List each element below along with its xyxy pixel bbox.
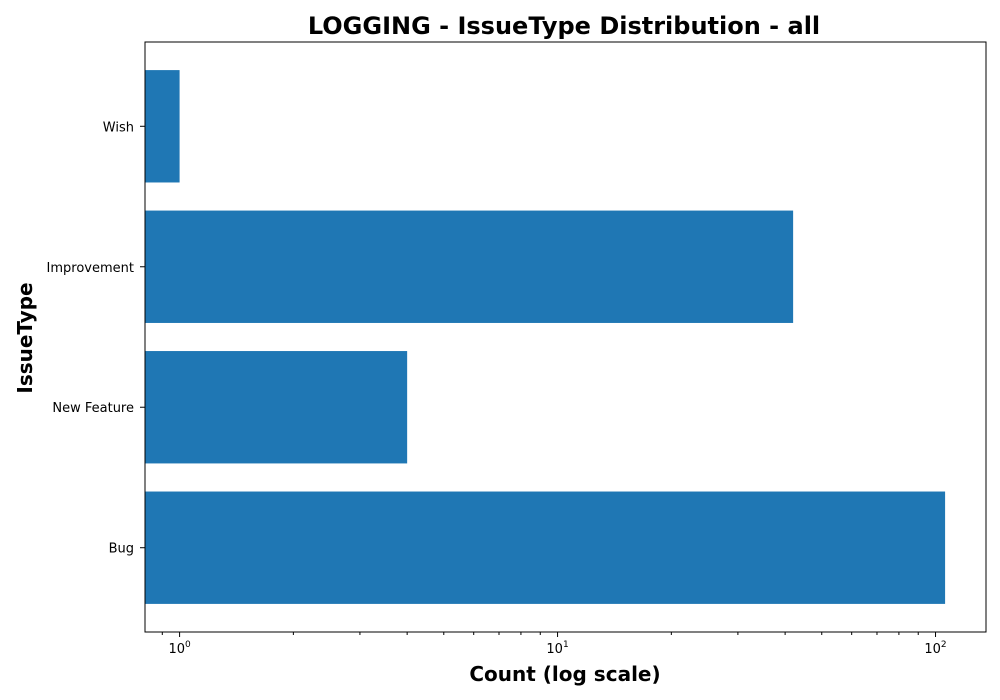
bar-improvement [145,210,794,323]
x-tick-label: 102 [924,640,946,657]
plot-frame [144,41,987,633]
y-axis-label: IssueType [13,282,37,393]
bar-new-feature [145,351,408,464]
y-tick-label: New Feature [52,401,134,416]
bar-wish [145,70,180,183]
y-tick-label: Improvement [47,261,134,276]
x-axis-ticks: 100 101 102 [161,632,947,657]
y-tick-label: Wish [103,120,134,135]
y-tick-label: Bug [109,542,134,557]
chart-title: LOGGING - IssueType Distribution - all [308,12,820,40]
x-tick-label: 100 [168,640,191,657]
x-tick-label: 101 [546,640,568,657]
y-axis-ticks: Bug New Feature Improvement Wish [47,120,145,557]
bar-bug [145,491,946,604]
bars [145,70,946,604]
x-axis-label: Count (log scale) [469,662,660,686]
